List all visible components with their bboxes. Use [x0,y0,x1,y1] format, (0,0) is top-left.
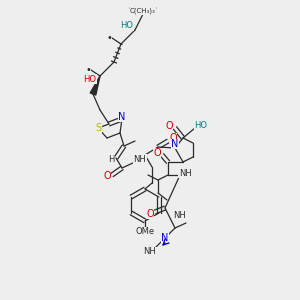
Text: NH: NH [178,169,191,178]
Text: •: • [106,33,112,43]
Text: •: • [85,65,91,75]
Polygon shape [90,76,100,95]
Text: N: N [161,233,169,243]
Text: N: N [171,139,179,149]
Text: HO: HO [121,22,134,31]
Text: H: H [108,155,114,164]
Text: HO: HO [194,122,208,130]
Text: OMe: OMe [135,227,154,236]
Text: C(CH₃)₃: C(CH₃)₃ [130,8,156,14]
Text: O: O [165,121,173,131]
Text: O: O [153,148,161,158]
Text: NH: NH [144,248,156,256]
Text: HO: HO [83,74,97,83]
Text: NH: NH [174,211,186,220]
Text: S: S [95,123,101,133]
Text: O: O [169,133,177,143]
Text: O: O [103,171,111,181]
Text: NH: NH [134,154,146,164]
Text: N: N [118,112,126,122]
Text: O: O [146,209,154,219]
